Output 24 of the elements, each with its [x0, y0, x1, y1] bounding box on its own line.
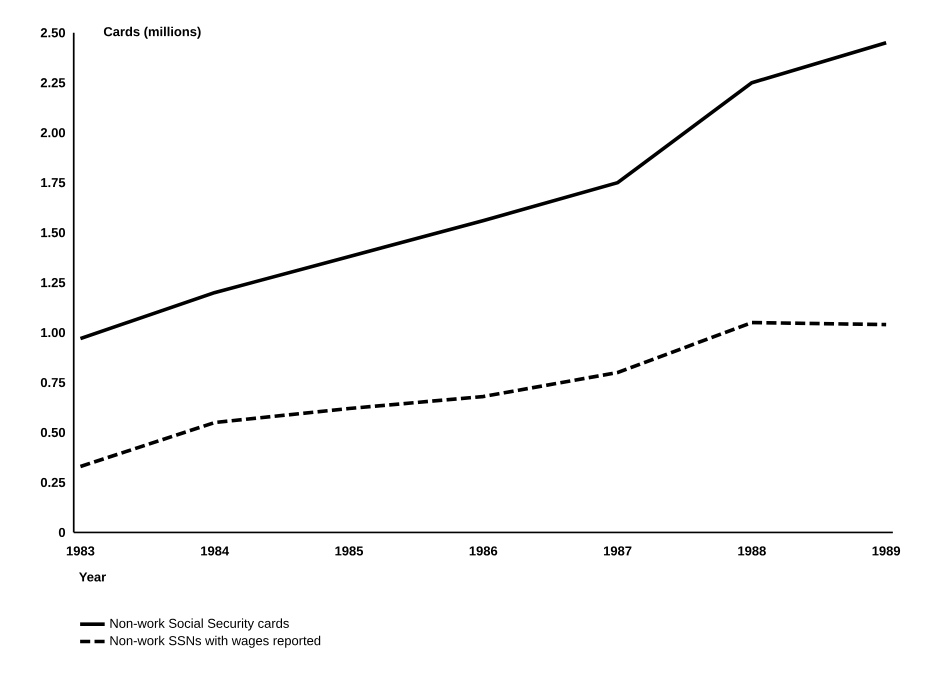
legend-label: Non-work SSNs with wages reported — [110, 636, 320, 648]
y-tick-label: 0 — [58, 528, 66, 538]
y-tick-label: 1.25 — [41, 278, 66, 288]
x-tick-label: 1988 — [738, 546, 766, 556]
x-tick-label: 1987 — [604, 546, 632, 556]
x-tick-label: 1983 — [66, 546, 94, 556]
x-axis-title: Year — [79, 572, 106, 582]
y-tick-label: 0.25 — [40, 478, 66, 488]
y-tick-label: 1.00 — [41, 328, 66, 338]
legend-label: Non-work Social Security cards — [110, 618, 289, 631]
y-tick-label: 2.50 — [40, 28, 66, 38]
y-tick-label: 1.50 — [41, 228, 66, 238]
x-tick-label: 1984 — [201, 546, 230, 556]
y-tick-label: 1.75 — [41, 178, 66, 188]
y-tick-label: 0.50 — [40, 428, 66, 438]
x-tick-label: 1989 — [872, 546, 900, 556]
y-axis-title: Cards (millions) — [104, 26, 201, 39]
line-series — [78, 320, 888, 468]
x-tick-label: 1985 — [335, 546, 364, 556]
y-tick-label: 2.00 — [40, 128, 66, 138]
y-tick-label: 0.75 — [40, 378, 66, 388]
x-tick-label: 1986 — [470, 546, 498, 556]
line-series — [78, 41, 888, 340]
y-tick-label: 2.25 — [40, 78, 66, 88]
